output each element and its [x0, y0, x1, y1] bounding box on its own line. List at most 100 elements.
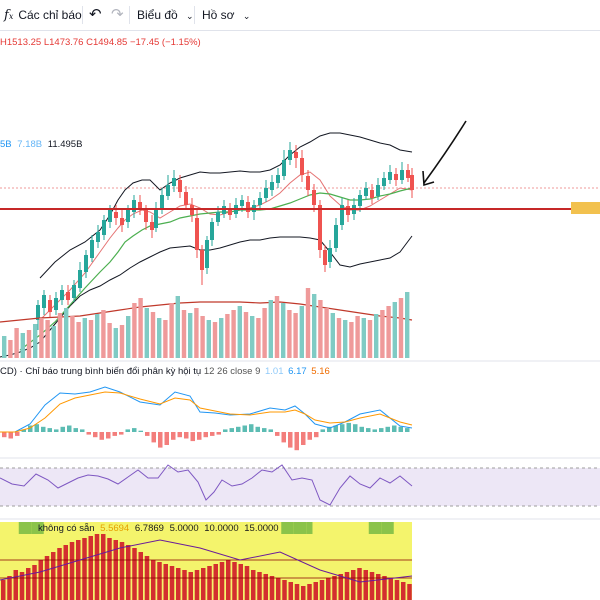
candle-body [210, 222, 214, 240]
macd-bar [67, 425, 72, 432]
volume-bar [82, 318, 87, 358]
macd-bar [333, 425, 338, 432]
volume-bar [181, 310, 187, 358]
volume-bar [157, 318, 162, 358]
trend-green-cell [375, 522, 382, 534]
trend-bar [232, 562, 237, 600]
volume-bar [132, 303, 137, 358]
trend-bar [176, 568, 181, 600]
macd-bar [2, 432, 7, 438]
macd-bar [242, 425, 247, 432]
trend-bar [313, 582, 318, 600]
macd-bar [255, 426, 260, 432]
rsi-background-band [0, 468, 600, 506]
macd-bar [223, 429, 228, 432]
volume-bar [336, 318, 342, 358]
trend-bar [32, 565, 37, 600]
candle-body [200, 250, 204, 270]
candle-body [240, 200, 244, 206]
trend-bar [182, 570, 187, 600]
volume-bar [188, 313, 193, 358]
volume-bar [343, 320, 348, 358]
trend-bar [263, 574, 268, 600]
redo-icon[interactable]: ↷ [111, 6, 124, 23]
trend-bar [363, 570, 368, 600]
ohlc-high: H1513.25 [0, 37, 42, 48]
volume-bar [64, 308, 69, 358]
undo-icon[interactable]: ↶ [89, 6, 102, 23]
candle-body [96, 232, 100, 242]
candle-body [376, 185, 380, 196]
macd-bar [320, 429, 325, 432]
macd-bar [203, 432, 208, 438]
toolbar-divider [194, 6, 195, 24]
bottom-indicator-legend: không có sẵn 5.5694 6.7869 5.0000 10.000… [38, 523, 279, 534]
candle-body [264, 188, 268, 198]
candle-body [358, 195, 362, 206]
trend-bar [351, 570, 356, 600]
candle-body [216, 212, 220, 222]
macd-bar [366, 428, 371, 432]
macd-bar [47, 428, 52, 432]
trend-green-cell [287, 522, 294, 534]
volume-bar [200, 316, 205, 358]
candle-body [258, 198, 262, 205]
candle-body [78, 270, 82, 288]
price-axis-tag [571, 202, 600, 214]
chart-type-dropdown[interactable]: Biểu đồ ⌄ [137, 0, 194, 30]
macd-bar [151, 432, 156, 443]
trend-bar [319, 580, 325, 600]
profile-dropdown[interactable]: Hồ sơ ⌄ [202, 0, 250, 30]
volume-legend: 5B 7.18B 11.495B [0, 139, 82, 150]
trend-bar [226, 560, 231, 600]
trend-bar [344, 572, 350, 600]
macd-bar [210, 432, 215, 436]
candle-body [334, 225, 338, 248]
volume-bar [20, 333, 25, 358]
trend-bar [244, 566, 250, 600]
macd-signal-line [0, 391, 413, 433]
volume-bar [367, 320, 373, 358]
macd-bar [216, 432, 221, 435]
volume-bar [287, 310, 292, 358]
trend-green-cell [31, 522, 38, 534]
volume-value-3: 11.495B [47, 139, 83, 150]
trend-bar [394, 580, 400, 600]
trend-green-cell [37, 522, 44, 534]
ohlc-low: L1473.76 [43, 37, 84, 48]
candle-body [114, 212, 118, 218]
trend-bar [307, 584, 312, 600]
volume-bar [101, 310, 106, 358]
macd-bar [398, 426, 403, 432]
macd-bar [327, 426, 332, 432]
volume-bar [281, 303, 286, 358]
macd-bar [301, 432, 306, 445]
macd-bar [54, 429, 59, 432]
candle-body [160, 195, 164, 210]
macd-bar [236, 426, 241, 432]
trend-bar [157, 562, 162, 600]
macd-bar [268, 429, 273, 432]
volume-bar [194, 308, 199, 358]
macd-bar [275, 432, 280, 436]
fx-icon: fx [4, 8, 14, 23]
candle-body [102, 220, 106, 235]
candle-body [54, 298, 58, 310]
macd-bar [34, 424, 39, 432]
volume-bar [231, 310, 236, 358]
volume-bar [219, 318, 224, 358]
indicators-button[interactable]: fx Các chỉ báo [4, 0, 82, 30]
volume-bar [70, 316, 75, 358]
candle-body [388, 172, 392, 180]
volume-bar [398, 298, 404, 358]
macd-bar [60, 426, 65, 432]
candle-body [318, 205, 322, 250]
volume-bar [175, 296, 180, 358]
trend-strength-panel [0, 522, 413, 600]
macd-bar [190, 432, 195, 442]
macd-bar [249, 424, 254, 432]
macd-bar [294, 432, 299, 451]
macd-bar [372, 429, 377, 432]
macd-bar [346, 422, 351, 432]
